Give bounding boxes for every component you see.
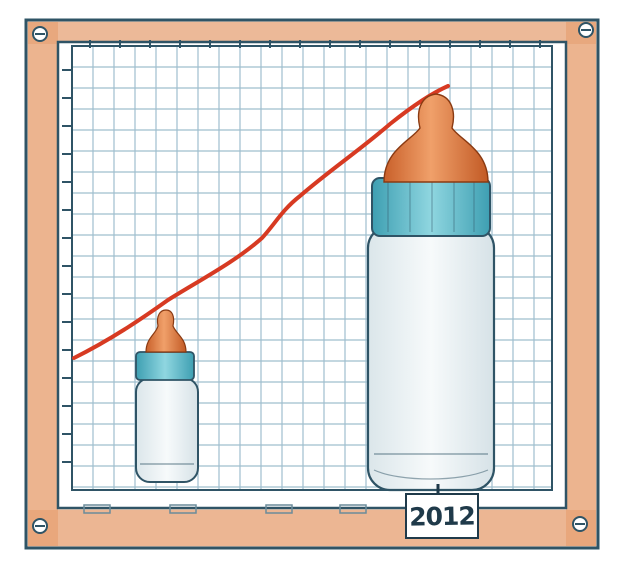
large-bottle	[366, 93, 496, 492]
small-bottle-nipple	[145, 309, 187, 353]
y-axis-ticks	[62, 69, 72, 463]
small-bottle-body	[135, 377, 199, 483]
large-bottle-nipple	[383, 93, 489, 183]
frame-wood-bottom	[28, 510, 596, 546]
large-bottle-body	[366, 224, 496, 492]
corner-screws	[32, 22, 594, 534]
small-bottle-collar	[135, 351, 195, 381]
frame-wood-left	[28, 22, 58, 546]
bottom-label-marks	[83, 504, 367, 514]
year-label: 2012	[408, 500, 476, 532]
year-label-box	[405, 493, 479, 539]
large-bottle-collar	[371, 177, 491, 237]
frame-wood-right	[566, 22, 596, 546]
small-bottle	[135, 309, 199, 483]
plot-border	[71, 45, 553, 491]
frame-wood-top	[28, 22, 596, 44]
trend-line	[72, 84, 450, 360]
x-axis-ticks	[89, 40, 541, 48]
